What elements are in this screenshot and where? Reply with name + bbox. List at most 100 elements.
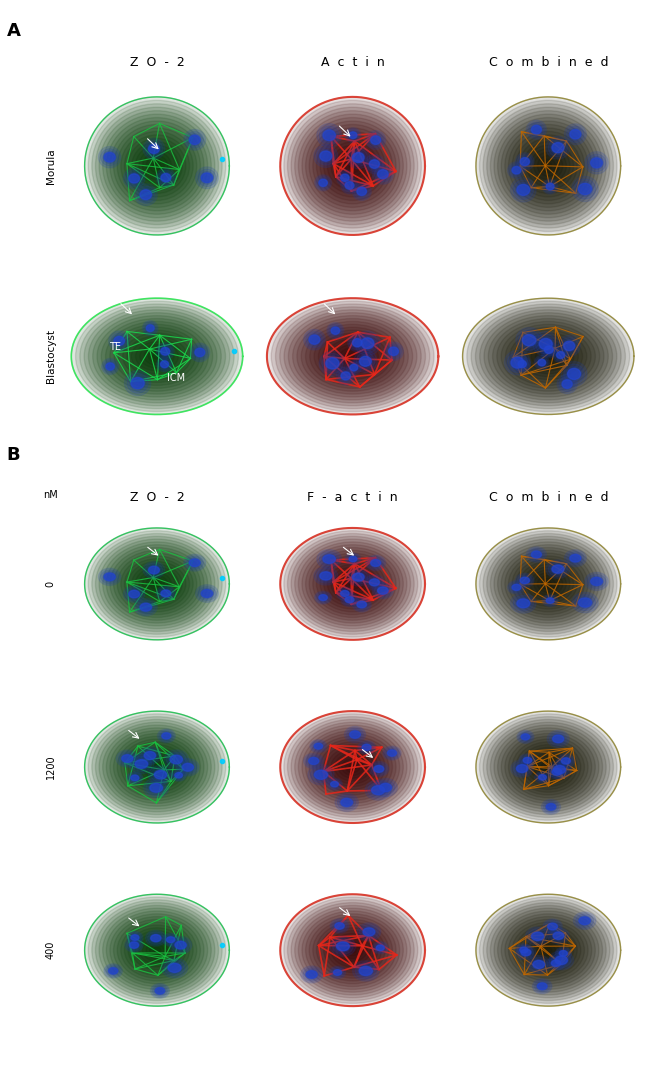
Ellipse shape xyxy=(291,903,414,998)
Ellipse shape xyxy=(513,181,534,199)
Ellipse shape xyxy=(298,725,407,809)
Ellipse shape xyxy=(136,342,178,371)
Ellipse shape xyxy=(338,589,352,598)
Ellipse shape xyxy=(309,124,396,208)
Ellipse shape xyxy=(150,762,164,772)
Ellipse shape xyxy=(337,586,354,599)
Ellipse shape xyxy=(511,759,534,777)
Ellipse shape xyxy=(549,805,553,808)
Ellipse shape xyxy=(480,100,617,232)
Ellipse shape xyxy=(358,334,378,353)
Ellipse shape xyxy=(372,582,393,598)
Ellipse shape xyxy=(202,590,213,597)
Ellipse shape xyxy=(551,564,565,574)
Ellipse shape xyxy=(497,321,600,392)
Ellipse shape xyxy=(391,349,395,354)
Ellipse shape xyxy=(510,163,523,177)
Ellipse shape xyxy=(562,339,576,353)
Ellipse shape xyxy=(344,350,361,362)
Ellipse shape xyxy=(101,358,118,374)
Ellipse shape xyxy=(306,332,323,348)
Ellipse shape xyxy=(172,770,185,780)
Ellipse shape xyxy=(92,900,222,1001)
Ellipse shape xyxy=(560,337,578,355)
Ellipse shape xyxy=(164,592,168,595)
Ellipse shape xyxy=(317,569,335,583)
Ellipse shape xyxy=(352,337,363,348)
Ellipse shape xyxy=(328,779,341,789)
Ellipse shape xyxy=(188,558,202,568)
Ellipse shape xyxy=(177,758,199,776)
Ellipse shape xyxy=(532,125,541,134)
Ellipse shape xyxy=(172,756,181,764)
Ellipse shape xyxy=(320,180,326,186)
Ellipse shape xyxy=(567,552,584,565)
Ellipse shape xyxy=(524,735,527,738)
Ellipse shape xyxy=(338,942,348,950)
Ellipse shape xyxy=(344,801,349,804)
Ellipse shape xyxy=(510,582,523,593)
Ellipse shape xyxy=(358,965,374,977)
Ellipse shape xyxy=(505,733,592,801)
Ellipse shape xyxy=(320,925,385,975)
Ellipse shape xyxy=(345,762,360,772)
Ellipse shape xyxy=(313,553,393,615)
Ellipse shape xyxy=(318,333,387,380)
Ellipse shape xyxy=(359,356,371,367)
Ellipse shape xyxy=(563,380,571,388)
Ellipse shape xyxy=(539,360,545,366)
Ellipse shape xyxy=(381,589,385,592)
Ellipse shape xyxy=(135,145,179,187)
Ellipse shape xyxy=(271,301,434,411)
Ellipse shape xyxy=(148,931,164,944)
Ellipse shape xyxy=(519,138,577,194)
Ellipse shape xyxy=(127,336,187,376)
Ellipse shape xyxy=(520,767,525,770)
Ellipse shape xyxy=(467,301,630,411)
Ellipse shape xyxy=(146,156,168,176)
Ellipse shape xyxy=(516,945,536,960)
Text: g: g xyxy=(70,887,75,897)
Ellipse shape xyxy=(340,590,350,597)
Ellipse shape xyxy=(320,572,332,580)
Ellipse shape xyxy=(163,349,167,353)
Ellipse shape xyxy=(297,319,408,394)
Ellipse shape xyxy=(110,914,204,987)
Ellipse shape xyxy=(84,307,230,406)
Ellipse shape xyxy=(376,944,385,952)
Ellipse shape xyxy=(333,329,337,332)
Ellipse shape xyxy=(512,556,584,611)
Ellipse shape xyxy=(551,960,560,966)
Ellipse shape xyxy=(354,339,361,346)
Ellipse shape xyxy=(547,956,565,970)
Ellipse shape xyxy=(571,555,580,561)
Ellipse shape xyxy=(131,942,138,948)
Ellipse shape xyxy=(330,918,349,934)
Ellipse shape xyxy=(135,184,157,206)
Ellipse shape xyxy=(88,310,226,403)
Ellipse shape xyxy=(520,577,530,583)
Ellipse shape xyxy=(144,752,155,759)
Ellipse shape xyxy=(148,765,173,784)
Ellipse shape xyxy=(324,928,382,973)
Ellipse shape xyxy=(480,897,617,1003)
Ellipse shape xyxy=(337,942,349,951)
Ellipse shape xyxy=(376,585,389,595)
Ellipse shape xyxy=(166,936,176,943)
Ellipse shape xyxy=(528,122,545,137)
Ellipse shape xyxy=(510,177,536,202)
Ellipse shape xyxy=(284,714,421,820)
Ellipse shape xyxy=(294,111,411,221)
Ellipse shape xyxy=(142,572,172,595)
Ellipse shape xyxy=(354,573,363,581)
Ellipse shape xyxy=(476,712,621,823)
Ellipse shape xyxy=(98,568,121,585)
Ellipse shape xyxy=(507,353,528,372)
Ellipse shape xyxy=(324,356,341,371)
Ellipse shape xyxy=(114,551,200,618)
Ellipse shape xyxy=(358,741,376,754)
Ellipse shape xyxy=(570,555,581,562)
Ellipse shape xyxy=(582,186,588,191)
Ellipse shape xyxy=(549,138,567,157)
Ellipse shape xyxy=(96,536,218,631)
